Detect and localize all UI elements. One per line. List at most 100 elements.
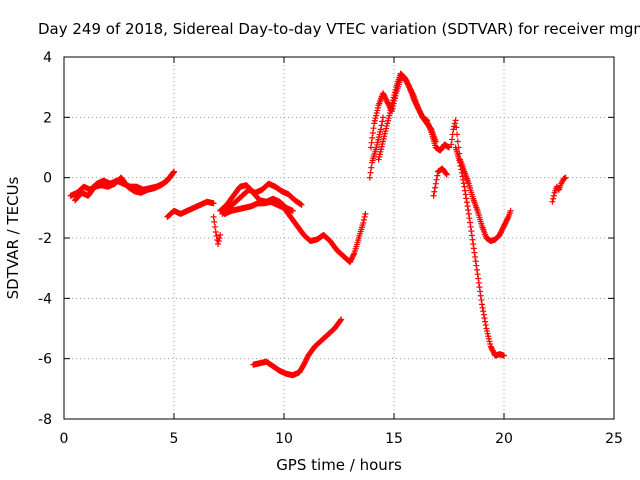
data-segment	[430, 165, 450, 199]
data-point	[507, 207, 514, 214]
data-point	[366, 174, 373, 181]
y-tick-label: -6	[38, 352, 52, 368]
data-point	[434, 172, 441, 179]
data-point	[171, 168, 177, 175]
data-point	[549, 198, 556, 205]
y-tick-label: -4	[38, 291, 52, 307]
data-point	[463, 199, 470, 206]
data-point	[477, 292, 484, 299]
data-point	[367, 169, 374, 176]
data-point	[360, 219, 367, 226]
y-tick-label: -2	[38, 231, 52, 247]
grid	[64, 57, 614, 419]
x-axis-label: GPS time / hours	[276, 456, 402, 474]
data-point	[210, 213, 217, 220]
x-tick-label: 10	[275, 431, 293, 447]
data-point	[457, 163, 464, 170]
data-point	[462, 191, 469, 198]
data-point	[468, 228, 475, 235]
data-point	[430, 192, 437, 199]
data-segment	[366, 114, 386, 181]
data-point	[470, 241, 477, 248]
data-point	[475, 279, 482, 286]
data-point	[446, 144, 452, 151]
y-tick-label: -8	[38, 412, 52, 428]
data-point	[458, 169, 465, 176]
data-point	[451, 120, 458, 127]
data-point	[501, 352, 507, 359]
data-point	[454, 131, 461, 138]
data-point	[210, 200, 217, 207]
y-tick-label: 0	[43, 171, 52, 187]
data-point	[467, 223, 474, 230]
data-segment	[375, 70, 439, 163]
data-point	[458, 166, 465, 173]
data-point	[368, 139, 375, 146]
data-point	[405, 82, 412, 89]
data-point	[370, 125, 377, 132]
data-point	[454, 138, 461, 145]
data-point	[475, 275, 482, 282]
data-point	[168, 172, 175, 179]
data-point	[215, 238, 222, 245]
data-point	[463, 195, 470, 202]
x-tick-label: 0	[60, 431, 69, 447]
x-tick-label: 15	[385, 431, 403, 447]
data-point	[168, 171, 175, 178]
data-point	[550, 195, 557, 202]
data-point	[550, 192, 557, 199]
data-segment	[549, 174, 569, 205]
y-tick-label: 2	[43, 110, 52, 126]
plot-frame	[63, 56, 615, 420]
data-point	[368, 164, 375, 171]
data-point	[472, 253, 479, 260]
data-point	[480, 311, 487, 318]
data-point	[378, 122, 385, 129]
data-segment	[164, 198, 217, 220]
data-point	[350, 251, 357, 258]
chart-title: Day 249 of 2018, Sidereal Day-to-day VTE…	[38, 20, 640, 38]
data-point	[431, 188, 438, 195]
data-point	[367, 144, 374, 151]
data-point	[453, 124, 460, 131]
data-point	[212, 223, 219, 230]
data-point	[479, 301, 485, 308]
data-point	[461, 183, 468, 190]
data-segment	[448, 117, 514, 245]
data-point	[457, 159, 463, 166]
data-point	[452, 117, 459, 124]
data-point	[471, 249, 478, 256]
data-point	[298, 201, 305, 208]
data-point	[481, 315, 488, 322]
data-point	[459, 173, 466, 180]
data-segment	[72, 171, 175, 204]
data-point	[217, 231, 224, 238]
data-point	[465, 210, 472, 217]
x-tick-label: 5	[170, 431, 179, 447]
data-marks	[67, 70, 569, 379]
data-point	[480, 308, 487, 315]
data-point	[443, 171, 450, 178]
data-point	[380, 114, 386, 121]
data-point	[432, 184, 439, 191]
data-point	[473, 266, 480, 273]
data-point	[360, 216, 367, 223]
data-point	[216, 235, 223, 241]
data-point	[432, 180, 439, 187]
data-point	[472, 258, 479, 265]
data-point	[338, 316, 345, 323]
data-point	[337, 317, 344, 324]
data-point	[212, 228, 219, 235]
data-point	[369, 134, 376, 141]
data-point	[460, 176, 467, 183]
data-point	[468, 232, 475, 239]
data-point	[448, 136, 455, 143]
data-point	[504, 215, 511, 222]
data-segment	[210, 213, 224, 248]
x-tick-label: 25	[605, 431, 623, 447]
data-point	[477, 288, 484, 295]
data-point	[482, 322, 489, 329]
data-point	[448, 141, 455, 148]
data-point	[369, 130, 376, 137]
data-point	[467, 219, 474, 226]
